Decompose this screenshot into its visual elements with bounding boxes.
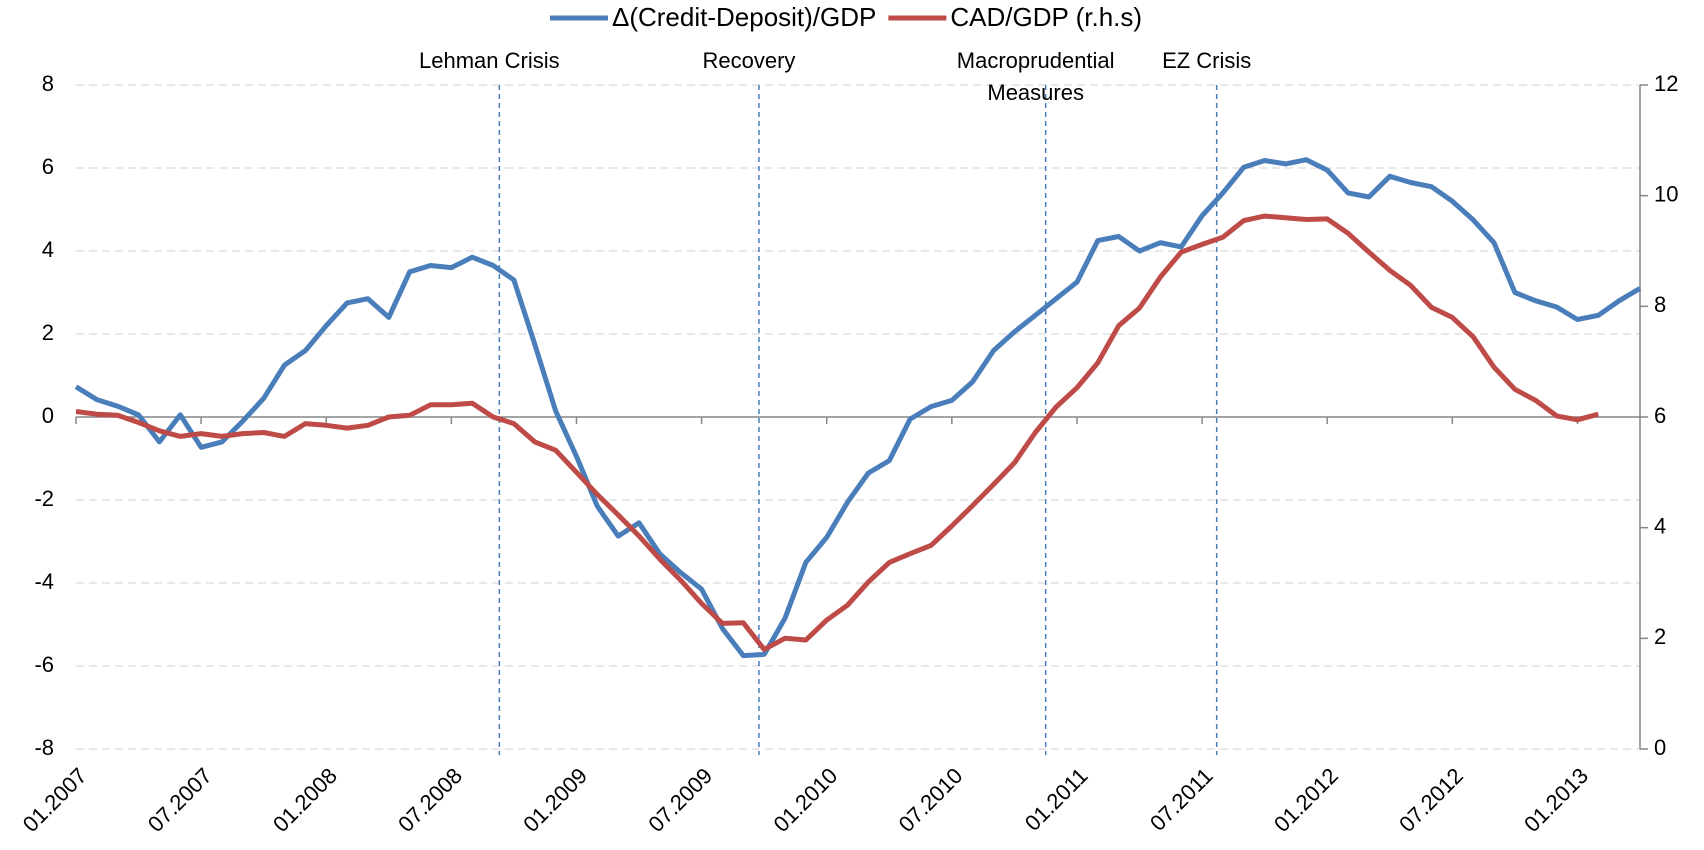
legend: Δ(Credit-Deposit)/GDP CAD/GDP (r.h.s) xyxy=(549,2,1142,32)
x-tick-label: 07.2008 xyxy=(393,763,467,837)
series-line xyxy=(75,213,1599,652)
x-tick-label: 07.2010 xyxy=(894,763,968,837)
y2-tick-label: 4 xyxy=(1654,513,1666,538)
series-line xyxy=(74,157,1642,659)
y2-tick-label: 2 xyxy=(1654,624,1666,649)
x-tick-label: 01.2012 xyxy=(1269,763,1343,837)
y-tick-label: 2 xyxy=(42,320,54,345)
y-tick-label: -2 xyxy=(34,486,54,511)
y2-tick-label: 6 xyxy=(1654,403,1666,428)
y-tick-label: 8 xyxy=(42,71,54,96)
y-tick-label: 6 xyxy=(42,154,54,179)
x-tick-label: 07.2009 xyxy=(643,763,717,837)
legend-label: CAD/GDP (r.h.s) xyxy=(950,2,1142,32)
y-tick-label: -8 xyxy=(34,735,54,760)
y2-tick-label: 8 xyxy=(1654,292,1666,317)
y2-tick-label: 10 xyxy=(1654,181,1678,206)
y2-tick-label: 0 xyxy=(1654,735,1666,760)
x-tick-label: 07.2012 xyxy=(1394,763,1468,837)
annotation-label: Macroprudential xyxy=(957,48,1115,73)
annotation-label: Recovery xyxy=(702,48,795,73)
y-tick-label: -6 xyxy=(34,652,54,677)
annotation-label: EZ Crisis xyxy=(1162,48,1251,73)
annotation-label: Lehman Crisis xyxy=(419,48,560,73)
y-tick-label: 0 xyxy=(42,403,54,428)
y2-tick-label: 12 xyxy=(1654,71,1678,96)
x-tick-label: 01.2013 xyxy=(1519,763,1593,837)
y-tick-label: -4 xyxy=(34,569,54,594)
x-tick-label: 01.2007 xyxy=(18,763,92,837)
x-tick-label: 07.2007 xyxy=(143,763,217,837)
x-tick-label: 01.2009 xyxy=(518,763,592,837)
annotation-label: Measures xyxy=(987,80,1084,105)
x-tick-label: 01.2011 xyxy=(1020,763,1093,836)
legend-label: Δ(Credit-Deposit)/GDP xyxy=(612,2,876,32)
x-tick-label: 07.2011 xyxy=(1145,763,1218,836)
x-tick-label: 01.2008 xyxy=(268,763,342,837)
x-tick-label: 01.2010 xyxy=(768,763,842,837)
y-tick-label: 4 xyxy=(42,237,54,262)
